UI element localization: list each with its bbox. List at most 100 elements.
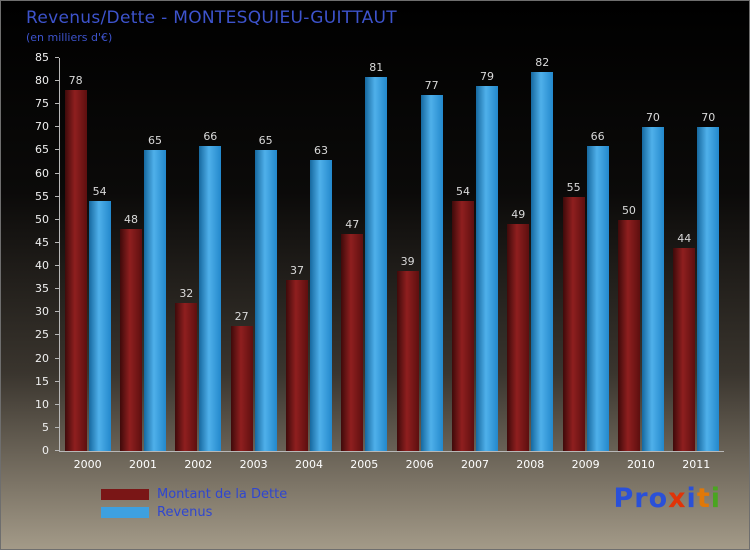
- y-tick-mark: [55, 357, 59, 359]
- revenus-bar: 81: [365, 61, 388, 451]
- bar-value-label: 79: [479, 69, 494, 83]
- dette-bar: 50: [617, 204, 640, 451]
- year-group: 39 77 2006: [392, 58, 447, 471]
- revenus-bar: 70: [697, 111, 720, 451]
- bar-value-label: 48: [123, 213, 138, 227]
- year-group: 48 65 2001: [115, 58, 170, 471]
- bar-value-label: 65: [258, 134, 273, 148]
- legend-label-dette: Montant de la Dette: [157, 487, 288, 502]
- bar-value-label: 66: [203, 129, 218, 143]
- revenus-bar: 54: [88, 185, 111, 451]
- dette-bar: 27: [230, 310, 253, 451]
- y-tick-label: 80: [35, 74, 49, 88]
- y-tick-mark: [55, 80, 59, 82]
- x-axis-label: 2011: [682, 458, 711, 471]
- y-tick-mark: [55, 334, 59, 336]
- year-group: 47 81 2005: [337, 58, 392, 471]
- year-group: 32 66 2002: [171, 58, 226, 471]
- x-axis-label: 2009: [571, 458, 600, 471]
- year-group: 49 82 2008: [503, 55, 558, 471]
- logo-letter: x: [668, 483, 687, 514]
- bar-value-label: 66: [590, 129, 605, 143]
- revenus-bar: 63: [309, 144, 332, 451]
- y-tick-label: 60: [35, 166, 49, 180]
- bar-value-label: 81: [369, 60, 384, 74]
- y-tick-label: 15: [35, 374, 49, 388]
- legend-label-revenus: Revenus: [157, 505, 213, 520]
- logo-letter: t: [696, 483, 711, 514]
- logo-letter: i: [686, 483, 697, 514]
- y-axis: 0 5 10 15 20 25 30 35 40 45 50 55 60 65 70 75 80 85: [1, 52, 59, 457]
- bar-value-label: 37: [289, 263, 304, 277]
- year-group: 37 63 2004: [281, 58, 336, 471]
- y-tick-label: 70: [35, 120, 49, 134]
- x-axis-label: 2008: [516, 458, 545, 471]
- y-tick-mark: [55, 288, 59, 290]
- bar-value-label: 27: [234, 310, 249, 324]
- year-group: 78 54 2000: [60, 58, 115, 471]
- y-tick-label: 40: [35, 259, 49, 273]
- bar-value-label: 32: [179, 287, 194, 301]
- y-tick-label: 10: [35, 397, 49, 411]
- bar-value-label: 63: [313, 143, 328, 157]
- bar-value-label: 77: [424, 79, 439, 92]
- y-tick-label: 5: [42, 420, 49, 434]
- bar-value-label: 50: [621, 203, 636, 217]
- x-axis-label: 2000: [73, 458, 102, 471]
- logo-letter: r: [634, 483, 649, 514]
- legend-row-revenus: Revenus: [101, 505, 287, 520]
- y-tick-mark: [55, 195, 59, 197]
- y-tick-label: 85: [35, 51, 49, 64]
- y-tick-mark: [55, 311, 59, 313]
- legend-swatch-dette: [101, 489, 149, 500]
- x-axis-label: 2010: [626, 458, 655, 471]
- legend: Montant de la Dette Revenus: [101, 487, 287, 523]
- year-group: 50 70 2010: [613, 58, 668, 471]
- bar-value-label: 78: [68, 74, 83, 88]
- bar-value-label: 47: [345, 217, 360, 231]
- dette-bar: 78: [64, 74, 87, 451]
- bar-value-label: 70: [701, 111, 716, 125]
- x-axis-label: 2003: [239, 458, 268, 471]
- y-tick-mark: [55, 265, 59, 267]
- bar-value-label: 54: [455, 185, 470, 199]
- revenus-bar: 79: [475, 70, 498, 451]
- legend-swatch-revenus: [101, 507, 149, 518]
- y-tick-label: 25: [35, 328, 49, 342]
- y-tick-label: 65: [35, 143, 49, 157]
- y-tick-label: 50: [35, 212, 49, 226]
- y-tick-mark: [55, 149, 59, 151]
- y-tick-label: 45: [35, 235, 49, 249]
- x-axis-label: 2002: [184, 458, 213, 471]
- y-tick-mark: [55, 450, 59, 451]
- y-tick-mark: [55, 380, 59, 382]
- chart-title: Revenus/Dette - MONTESQUIEU-GUITTAUT: [26, 8, 397, 28]
- y-tick-label: 55: [35, 189, 49, 203]
- bar-value-label: 82: [535, 55, 550, 69]
- year-group: 55 66 2009: [558, 58, 613, 471]
- logo-letter: P: [613, 483, 635, 514]
- logo-letter: o: [648, 483, 669, 514]
- bar-value-label: 44: [677, 231, 692, 245]
- chart-subtitle: (en milliers d'€): [26, 31, 113, 44]
- y-tick-label: 0: [42, 444, 49, 457]
- dette-bar: 49: [507, 208, 530, 451]
- dette-bar: 39: [396, 255, 419, 451]
- proxiti-logo: Proxiti: [613, 483, 721, 514]
- x-axis-label: 2001: [128, 458, 157, 471]
- x-axis-label: 2006: [405, 458, 434, 471]
- logo-letter: i: [710, 483, 721, 514]
- year-group: 27 65 2003: [226, 58, 281, 471]
- y-tick-mark: [55, 426, 59, 428]
- y-tick-mark: [55, 57, 59, 58]
- y-tick-mark: [55, 172, 59, 174]
- year-group: 44 70 2011: [669, 58, 724, 471]
- bar-value-label: 65: [147, 134, 162, 148]
- legend-row-dette: Montant de la Dette: [101, 487, 287, 502]
- dette-bar: 54: [451, 185, 474, 451]
- revenus-bar: 65: [254, 134, 277, 451]
- revenus-bar: 65: [143, 134, 166, 451]
- y-tick-label: 75: [35, 97, 49, 111]
- y-tick-label: 30: [35, 305, 49, 319]
